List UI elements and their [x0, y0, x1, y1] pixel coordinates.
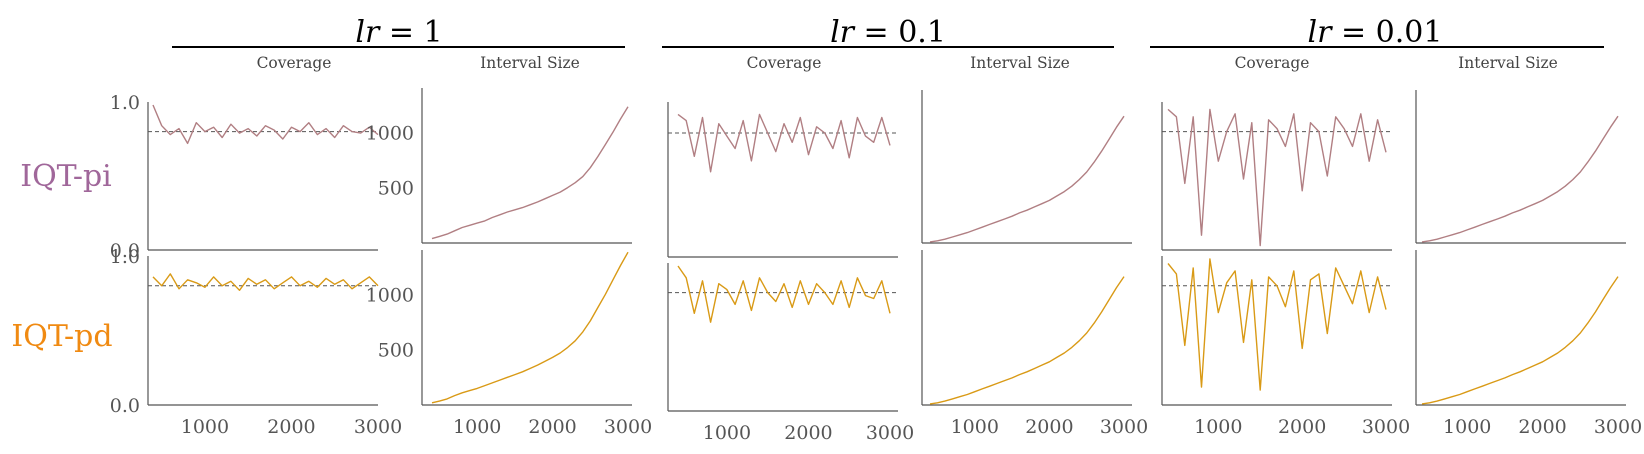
lr001_pd_interval-x-tick-label: 3000	[1594, 416, 1642, 438]
col-title-lr1-coverage: Coverage	[257, 54, 332, 72]
lr001_pi_coverage-series-line	[1167, 108, 1387, 247]
lr1_pi_coverage-y-tick-label: 0.0	[110, 240, 140, 262]
group-title-lr01: lr = 0.1	[830, 15, 946, 50]
lr01_pi_coverage-series-line	[677, 113, 891, 173]
lr01_pd_interval-x-tick-label: 1000	[951, 416, 999, 438]
group-title-lr1: lr = 1	[355, 15, 442, 50]
lr001_pd_coverage-x-tick-label: 3000	[1362, 416, 1410, 438]
col-title-lr001-interval: Interval Size	[1458, 54, 1558, 72]
lr1_pi_interval-y-tick-label: 1000	[366, 122, 414, 144]
lr1_pd_coverage-x-tick-label: 1000	[181, 416, 229, 438]
col-title-lr001-coverage: Coverage	[1235, 54, 1310, 72]
lr1_pd_interval-x-tick-label: 3000	[604, 416, 652, 438]
lr1_pd_interval-y-tick-label: 1000	[366, 284, 414, 306]
lr1_pd_coverage-x-tick-label: 3000	[354, 416, 402, 438]
lr01_pd_coverage-x-tick-label: 2000	[784, 422, 832, 444]
lr001_pi_interval-series-line	[1421, 115, 1619, 243]
lr01_pd_interval-x-tick-label: 2000	[1025, 416, 1073, 438]
lr1_pd_coverage-series-line	[152, 273, 379, 291]
lr01_pd_coverage-x-tick-label: 3000	[866, 422, 914, 444]
lr1_pi_coverage-series-line	[152, 104, 379, 145]
col-title-lr1-interval: Interval Size	[480, 54, 580, 72]
lr1_pd_coverage-x-tick-label: 2000	[267, 416, 315, 438]
lr1_pd_interval-series-line	[431, 251, 629, 404]
lr1_pd_interval-x-tick-label: 2000	[528, 416, 576, 438]
lr1_pd_interval-x-tick-label: 1000	[453, 416, 501, 438]
lr001_pd_coverage-x-tick-label: 1000	[1194, 416, 1242, 438]
group-title-lr001: lr = 0.01	[1308, 15, 1443, 50]
lr01_pi_interval-series-line	[929, 115, 1125, 243]
lr001_pd_interval-x-tick-label: 1000	[1443, 416, 1491, 438]
col-title-lr01-coverage: Coverage	[747, 54, 822, 72]
lr1_pd_interval-y-tick-label: 500	[378, 340, 414, 362]
lr001_pd_interval-x-tick-label: 2000	[1518, 416, 1566, 438]
lr01_pd_interval-series-line	[929, 276, 1125, 405]
lr001_pd_interval-series-line	[1421, 276, 1619, 405]
lr1_pd_coverage-y-tick-label: 1.0	[110, 246, 140, 268]
lr001_pd_coverage-series-line	[1167, 258, 1387, 391]
lr01_pd_coverage-series-line	[677, 265, 891, 323]
row-label-iqt-pi: IQT-pi	[20, 159, 112, 194]
lr1_pd_coverage-y-tick-label: 0.0	[110, 395, 140, 417]
lr01_pd_interval-x-tick-label: 3000	[1100, 416, 1148, 438]
col-title-lr01-interval: Interval Size	[970, 54, 1070, 72]
lr001_pd_coverage-x-tick-label: 2000	[1278, 416, 1326, 438]
lr1_pi_interval-series-line	[431, 106, 629, 240]
row-label-iqt-pd: IQT-pd	[11, 319, 112, 354]
lr01_pd_coverage-x-tick-label: 1000	[703, 422, 751, 444]
lr1_pi_coverage-y-tick-label: 1.0	[110, 92, 140, 114]
lr1_pi_interval-y-tick-label: 500	[378, 178, 414, 200]
